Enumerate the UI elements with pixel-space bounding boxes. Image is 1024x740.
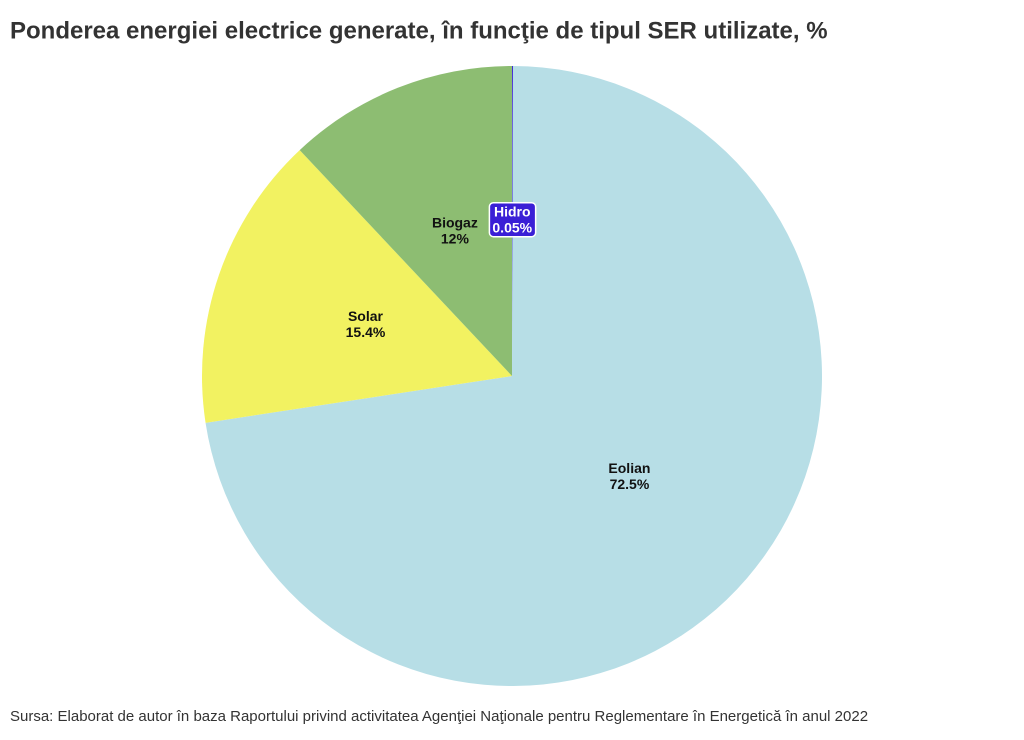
- slice-value: 72.5%: [610, 476, 650, 492]
- slice-name: Eolian: [608, 460, 650, 476]
- slice: [299, 66, 512, 376]
- slice-name: Solar: [348, 308, 384, 324]
- pie: [202, 66, 823, 687]
- slice-value: 12%: [441, 231, 470, 247]
- slice-name: Hidro: [494, 204, 531, 220]
- slice-value: 15.4%: [346, 324, 386, 340]
- slice-name: Biogaz: [432, 215, 478, 231]
- slice: [202, 150, 512, 423]
- slice-value: 0.05%: [492, 220, 532, 236]
- source-note: Sursa: Elaborat de autor în baza Raportu…: [10, 708, 868, 725]
- label-box: [488, 201, 537, 238]
- chart-title: Ponderea energiei electrice generate, în…: [10, 17, 828, 44]
- slice: [205, 66, 823, 687]
